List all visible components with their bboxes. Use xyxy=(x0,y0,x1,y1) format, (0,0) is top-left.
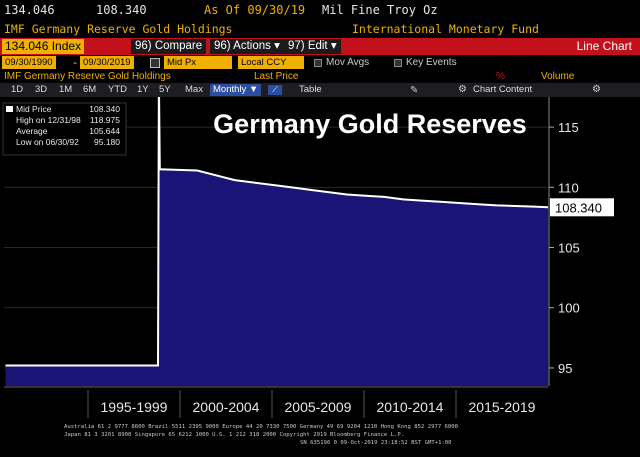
compare-button[interactable]: 96) Compare xyxy=(131,39,207,54)
x-tick-label-3: 2010-2014 xyxy=(377,399,444,415)
table-button[interactable]: Table xyxy=(299,84,322,95)
series-line xyxy=(5,97,549,367)
key-events-checkbox[interactable] xyxy=(394,59,402,67)
info-last-price: Last Price xyxy=(254,71,299,82)
range-6m[interactable]: 6M xyxy=(83,84,97,95)
start-date-field[interactable]: 09/30/1990 xyxy=(2,56,56,69)
edit-label: 97) Edit xyxy=(288,40,328,52)
legend-mid-price-value: 108.340 xyxy=(89,104,120,114)
legend-mid-price: Mid Price xyxy=(16,104,52,114)
price-mode-select[interactable]: Mid Px xyxy=(164,56,232,69)
header-units: Mil Fine Troy Oz xyxy=(322,3,438,17)
y-tick-label-3: 110 xyxy=(558,180,579,195)
chart-area: 95 100 105 110 115 108.340 1995-1999 2000-2004 2… xyxy=(0,97,640,423)
chart-legend: Mid Price 108.340 High on 12/31/98 118.9… xyxy=(2,102,127,156)
range-5y[interactable]: 5Y xyxy=(159,84,171,95)
chart-content-menu[interactable]: Chart Content xyxy=(473,84,533,95)
view-type: Line Chart xyxy=(576,39,632,53)
last-value-label: 108.340 xyxy=(555,200,602,215)
info-pct: % xyxy=(496,71,505,82)
function-toolbar: 134.046 Index 96) Compare 96) Actions ▾ … xyxy=(0,38,640,55)
y-tick-label-1: 100 xyxy=(558,301,580,316)
x-tick-label-1: 2000-2004 xyxy=(193,399,260,415)
x-tick-label-0: 1995-1999 xyxy=(101,399,168,415)
footer: Australia 61 2 9777 8600 Brazil 5511 239… xyxy=(0,423,640,457)
series-area xyxy=(5,97,548,386)
range-3d[interactable]: 3D xyxy=(35,84,48,95)
range-ytd[interactable]: YTD xyxy=(108,84,127,95)
footer-line-3: SN 635196 0 09-Oct-2019 23:18:52 BST GMT… xyxy=(300,440,452,446)
range-1y[interactable]: 1Y xyxy=(137,84,149,95)
info-bar: IMF Germany Reserve Gold Holdings Last P… xyxy=(0,71,640,83)
actions-label: 96) Actions xyxy=(214,40,271,52)
legend-high: High on 12/31/98 xyxy=(16,115,81,125)
chevron-down-icon: ▾ xyxy=(327,40,337,52)
info-series-name: IMF Germany Reserve Gold Holdings xyxy=(4,71,171,82)
legend-swatch xyxy=(6,106,13,112)
legend-low-value: 95.180 xyxy=(94,137,120,147)
actions-menu[interactable]: 96) Actions ▾ xyxy=(210,39,284,54)
date-separator: - xyxy=(72,57,79,69)
range-toolbar: 1D 3D 1M 6M YTD 1Y 5Y Max Monthly ▼ ⟋ Ta… xyxy=(0,83,640,97)
range-1m[interactable]: 1M xyxy=(59,84,73,95)
header-last: 108.340 xyxy=(96,3,147,17)
settings-icon[interactable]: ⚙ xyxy=(592,84,601,95)
gear-icon[interactable]: ⚙ xyxy=(458,84,467,95)
chart-title: Germany Gold Reserves xyxy=(213,109,527,139)
edit-menu[interactable]: 97) Edit ▾ xyxy=(284,39,341,54)
footer-line-1: Australia 61 2 9777 8600 Brazil 5511 239… xyxy=(64,424,459,430)
subheader-bar: IMF Germany Reserve Gold Holdings Intern… xyxy=(0,20,640,38)
y-tick-label-4: 115 xyxy=(558,120,579,135)
legend-low: Low on 06/30/92 xyxy=(16,137,79,147)
x-tick-label-4: 2015-2019 xyxy=(469,399,536,415)
header-price: 134.046 xyxy=(4,3,55,17)
mov-avgs-checkbox[interactable] xyxy=(314,59,322,67)
security-name: IMF Germany Reserve Gold Holdings xyxy=(4,22,233,36)
chevron-down-icon: ▾ xyxy=(270,40,280,52)
pencil-icon[interactable]: ✎ xyxy=(410,85,419,96)
ticker-field[interactable]: 134.046 Index xyxy=(2,39,85,54)
end-date-field[interactable]: 09/30/2019 xyxy=(80,56,134,69)
frequency-label: Monthly xyxy=(213,84,247,95)
frequency-select[interactable]: Monthly ▼ xyxy=(210,84,262,96)
info-volume: Volume xyxy=(541,71,575,82)
header-bar: 134.046 108.340 As Of 09/30/19 Mil Fine … xyxy=(0,0,640,20)
last-value-box xyxy=(550,198,614,217)
header-as-of: As Of 09/30/19 xyxy=(204,3,306,17)
data-source: International Monetary Fund xyxy=(352,22,539,36)
chevron-down-icon: ▼ xyxy=(246,84,259,95)
calendar-icon[interactable] xyxy=(150,58,160,68)
legend-frame xyxy=(2,102,127,156)
y-tick-label-2: 105 xyxy=(558,241,580,256)
legend-high-value: 118.975 xyxy=(90,115,120,125)
footer-line-2: Japan 81 3 3201 8900 Singapore 65 6212 1… xyxy=(64,432,405,438)
range-1d[interactable]: 1D xyxy=(11,84,24,95)
controls-bar: 09/30/1990 - 09/30/2019 Mid Px Local CCY… xyxy=(0,55,640,71)
x-tick-label-2: 2005-2009 xyxy=(285,399,352,415)
mov-avgs-label: Mov Avgs xyxy=(326,57,370,68)
legend-average: Average xyxy=(16,126,48,136)
key-events-label: Key Events xyxy=(406,57,457,68)
currency-select[interactable]: Local CCY xyxy=(238,56,304,69)
y-tick-label-0: 95 xyxy=(558,361,572,376)
range-max[interactable]: Max xyxy=(185,84,203,95)
legend-average-value: 105.644 xyxy=(89,126,120,136)
line-chart-icon[interactable]: ⟋ xyxy=(268,85,282,95)
